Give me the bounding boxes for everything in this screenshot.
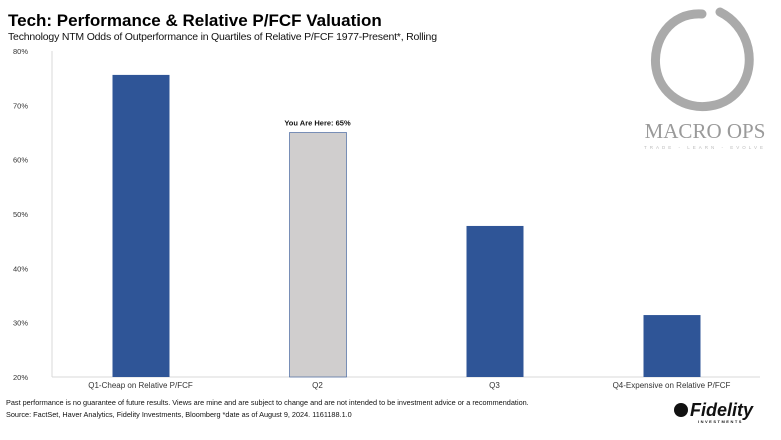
bar (643, 315, 701, 377)
chart-subtitle: Technology NTM Odds of Outperformance in… (8, 31, 437, 43)
svg-text:INVESTMENTS: INVESTMENTS (698, 419, 743, 424)
bar (466, 225, 524, 377)
y-tick-label: 40% (13, 264, 28, 273)
y-tick-label: 50% (13, 210, 28, 219)
y-tick-label: 20% (13, 373, 28, 382)
y-tick-label: 80% (13, 47, 28, 56)
annotation-label: You Are Here: 65% (284, 119, 351, 128)
x-tick-label: Q3 (489, 381, 500, 390)
y-tick-label: 60% (13, 156, 28, 165)
svg-text:MACRO OPS: MACRO OPS (645, 119, 766, 143)
svg-text:TRADE - LEARN - EVOLVE: TRADE - LEARN - EVOLVE (644, 145, 766, 150)
bar-chart: 20% 30% 40% 50% 60% 70% 80% Q1-Cheap on Relativ… (13, 47, 760, 390)
chart-title: Tech: Performance & Relative P/FCF Valua… (8, 11, 382, 30)
x-tick-label: Q2 (312, 381, 323, 390)
fidelity-logo: Fidelity INVESTMENTS (674, 400, 754, 424)
svg-text:Fidelity: Fidelity (690, 400, 754, 420)
x-tick-label: Q1-Cheap on Relative P/FCF (88, 381, 193, 390)
y-tick-label: 70% (13, 101, 28, 110)
macro-ops-logo: MACRO OPS TRADE - LEARN - EVOLVE (644, 7, 766, 150)
x-tick-label: Q4-Expensive on Relative P/FCF (613, 381, 731, 390)
disclaimer: Past performance is no guarantee of futu… (6, 398, 529, 407)
bar (112, 74, 170, 377)
source-note: Source: FactSet, Haver Analytics, Fideli… (6, 410, 352, 419)
y-tick-label: 30% (13, 319, 28, 328)
bar (289, 132, 347, 378)
